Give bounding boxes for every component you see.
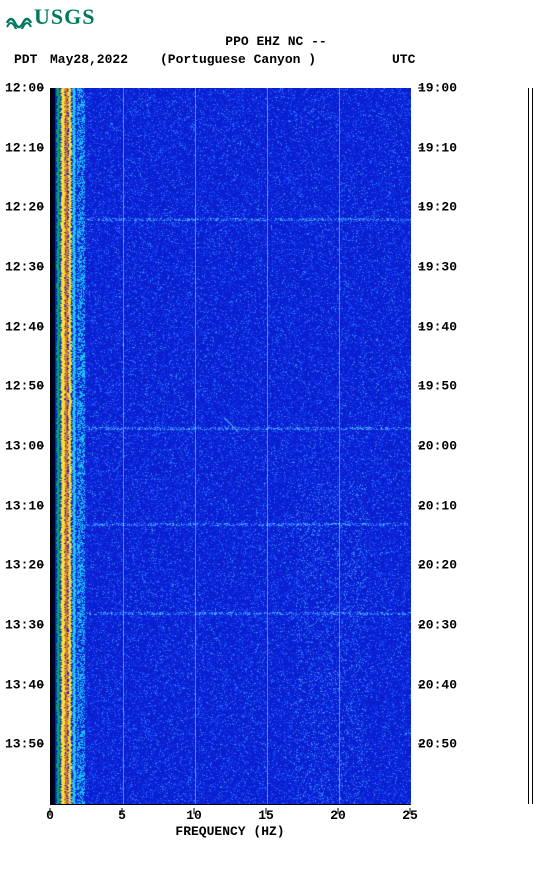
y-right-tick-mark [418,505,424,506]
y-left-tick-mark [38,207,44,208]
y-axis-right: 19:0019:1019:2019:3019:4019:5020:0020:10… [410,88,470,804]
x-tick-mark [194,808,195,814]
y-right-tick-mark [418,386,424,387]
y-left-tick-mark [38,326,44,327]
y-right-tick-mark [418,625,424,626]
y-left-tick-mark [38,625,44,626]
y-right-tick-mark [418,565,424,566]
y-left-tick-mark [38,147,44,148]
y-axis-left: 12:0012:1012:2012:3012:4012:5013:0013:10… [0,88,48,804]
colorbar-right-edge [532,88,533,804]
y-right-tick-mark [418,147,424,148]
grid-vertical-line [339,88,340,804]
timezone-right: UTC [392,52,415,67]
grid-vertical-line [195,88,196,804]
usgs-logo: USGS [6,4,95,30]
x-tick-mark [122,808,123,814]
y-right-tick-mark [418,207,424,208]
y-right-tick-mark [418,744,424,745]
usgs-text: USGS [34,4,95,29]
y-right-tick-mark [418,326,424,327]
x-axis-title: FREQUENCY (HZ) [50,824,410,839]
y-left-tick-mark [38,446,44,447]
y-right-tick-mark [418,446,424,447]
y-right-tick-mark [418,684,424,685]
station-location: (Portuguese Canyon ) [160,52,316,67]
y-left-tick-mark [38,684,44,685]
y-left-tick-mark [38,744,44,745]
usgs-wave-icon [6,11,32,29]
y-left-tick-mark [38,88,44,89]
timezone-left: PDT [14,52,37,67]
date-label: May28,2022 [50,52,128,67]
station-id-line: PPO EHZ NC -- [0,34,552,49]
y-left-tick-mark [38,565,44,566]
y-left-tick-mark [38,267,44,268]
spectrogram-canvas [51,88,411,804]
y-right-tick-mark [418,88,424,89]
spectrogram-plot [50,88,411,805]
grid-vertical-line [267,88,268,804]
y-left-tick-mark [38,386,44,387]
x-tick-mark [50,808,51,814]
grid-vertical-line [123,88,124,804]
colorbar-left-edge [528,88,529,804]
y-left-tick-mark [38,505,44,506]
y-right-tick-mark [418,267,424,268]
x-tick-mark [410,808,411,814]
x-tick-mark [266,808,267,814]
x-tick-mark [338,808,339,814]
